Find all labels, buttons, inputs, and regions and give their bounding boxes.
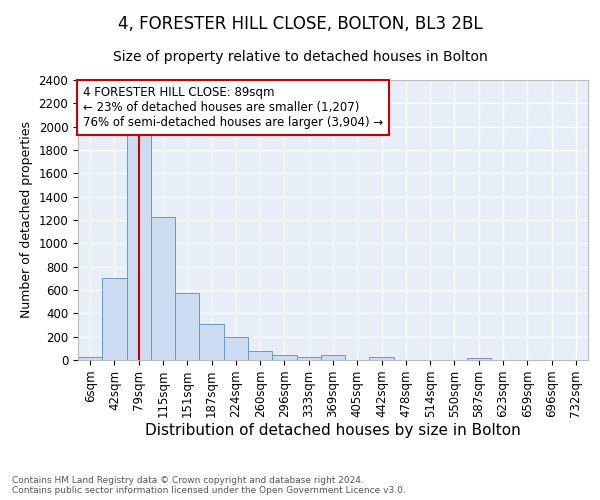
- Bar: [321, 356, 345, 360]
- Bar: [467, 358, 491, 360]
- Bar: [296, 356, 321, 360]
- Bar: [127, 132, 151, 360]
- Text: 4, FORESTER HILL CLOSE, BOLTON, BL3 2BL: 4, FORESTER HILL CLOSE, BOLTON, BL3 2BL: [118, 15, 482, 33]
- Bar: [199, 324, 224, 360]
- Bar: [224, 336, 248, 360]
- Y-axis label: Number of detached properties: Number of detached properties: [20, 122, 33, 318]
- Text: Size of property relative to detached houses in Bolton: Size of property relative to detached ho…: [113, 50, 487, 64]
- Bar: [370, 357, 394, 360]
- Text: 4 FORESTER HILL CLOSE: 89sqm
← 23% of detached houses are smaller (1,207)
76% of: 4 FORESTER HILL CLOSE: 89sqm ← 23% of de…: [83, 86, 383, 128]
- Text: Distribution of detached houses by size in Bolton: Distribution of detached houses by size …: [145, 422, 521, 438]
- Bar: [272, 355, 296, 360]
- Bar: [102, 278, 127, 360]
- Bar: [151, 217, 175, 360]
- Bar: [78, 357, 102, 360]
- Bar: [248, 350, 272, 360]
- Text: Contains HM Land Registry data © Crown copyright and database right 2024.
Contai: Contains HM Land Registry data © Crown c…: [12, 476, 406, 495]
- Bar: [175, 293, 199, 360]
